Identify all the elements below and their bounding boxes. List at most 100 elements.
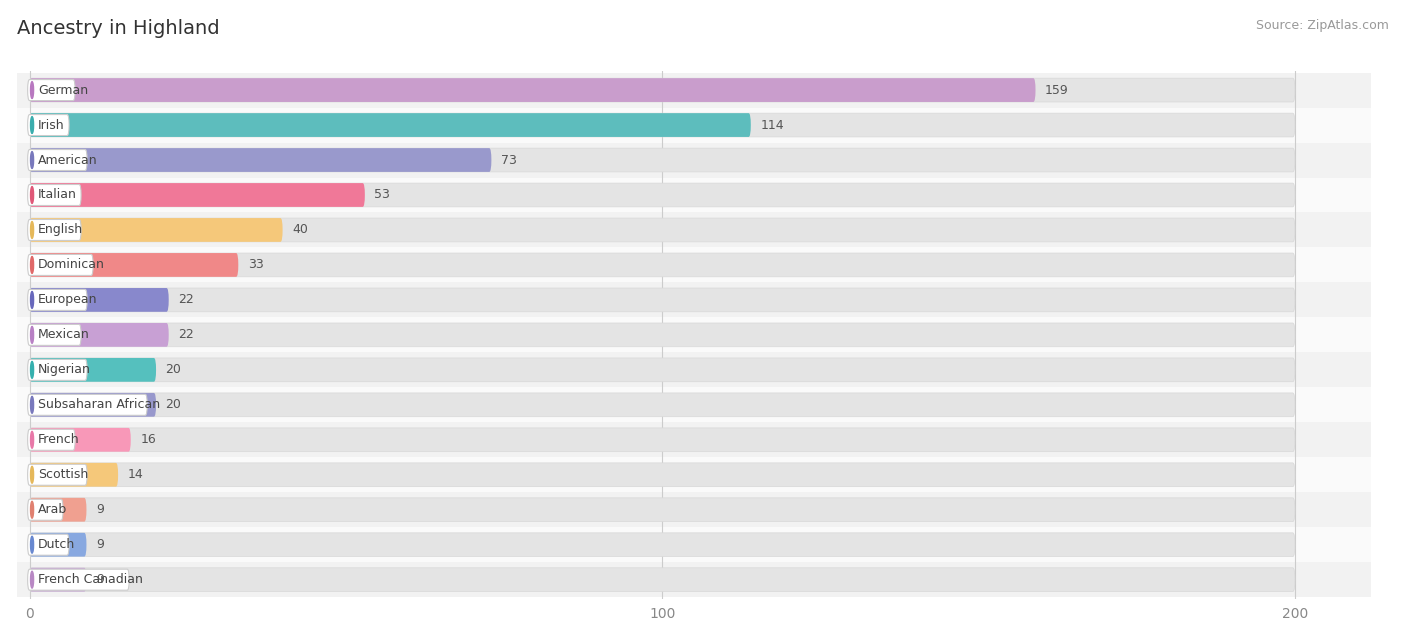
Text: Scottish: Scottish (38, 468, 89, 481)
FancyBboxPatch shape (30, 568, 87, 592)
FancyBboxPatch shape (17, 422, 1376, 457)
Text: Dominican: Dominican (38, 258, 105, 271)
Text: French: French (38, 433, 80, 446)
FancyBboxPatch shape (30, 323, 169, 346)
Text: 14: 14 (128, 468, 143, 481)
Circle shape (31, 571, 34, 588)
Text: 22: 22 (179, 294, 194, 307)
FancyBboxPatch shape (28, 430, 75, 450)
FancyBboxPatch shape (17, 317, 1376, 352)
Text: 114: 114 (761, 118, 785, 131)
FancyBboxPatch shape (17, 562, 1376, 597)
Text: 159: 159 (1045, 84, 1069, 97)
FancyBboxPatch shape (28, 149, 87, 171)
FancyBboxPatch shape (28, 254, 93, 276)
FancyBboxPatch shape (17, 352, 1376, 387)
FancyBboxPatch shape (30, 253, 1295, 277)
FancyBboxPatch shape (17, 527, 1376, 562)
Text: 9: 9 (96, 573, 104, 586)
Circle shape (31, 187, 34, 204)
FancyBboxPatch shape (30, 323, 1295, 346)
FancyBboxPatch shape (28, 80, 75, 100)
FancyBboxPatch shape (30, 288, 1295, 312)
Circle shape (31, 292, 34, 308)
FancyBboxPatch shape (30, 428, 131, 451)
FancyBboxPatch shape (28, 464, 87, 486)
FancyBboxPatch shape (17, 283, 1376, 317)
FancyBboxPatch shape (30, 288, 169, 312)
Text: 20: 20 (166, 363, 181, 376)
FancyBboxPatch shape (28, 535, 69, 555)
FancyBboxPatch shape (30, 358, 1295, 382)
FancyBboxPatch shape (30, 148, 492, 172)
Text: 73: 73 (501, 153, 517, 167)
FancyBboxPatch shape (30, 393, 156, 417)
Text: Ancestry in Highland: Ancestry in Highland (17, 19, 219, 39)
FancyBboxPatch shape (17, 492, 1376, 527)
FancyBboxPatch shape (30, 218, 1295, 242)
Circle shape (31, 501, 34, 518)
Circle shape (31, 466, 34, 483)
Text: Mexican: Mexican (38, 328, 90, 341)
FancyBboxPatch shape (30, 113, 1295, 137)
FancyBboxPatch shape (30, 463, 1295, 487)
FancyBboxPatch shape (28, 289, 87, 310)
FancyBboxPatch shape (30, 183, 1295, 207)
FancyBboxPatch shape (30, 218, 283, 242)
FancyBboxPatch shape (30, 183, 366, 207)
Text: French Canadian: French Canadian (38, 573, 143, 586)
Text: 53: 53 (374, 189, 391, 202)
FancyBboxPatch shape (28, 359, 87, 381)
Text: Source: ZipAtlas.com: Source: ZipAtlas.com (1256, 19, 1389, 32)
Text: 16: 16 (141, 433, 156, 446)
Circle shape (31, 397, 34, 413)
Circle shape (31, 256, 34, 273)
FancyBboxPatch shape (30, 533, 1295, 556)
FancyBboxPatch shape (28, 184, 82, 205)
FancyBboxPatch shape (30, 428, 1295, 451)
Text: German: German (38, 84, 89, 97)
FancyBboxPatch shape (17, 73, 1376, 108)
Circle shape (31, 361, 34, 378)
FancyBboxPatch shape (28, 220, 82, 240)
Text: 33: 33 (247, 258, 263, 271)
Text: 9: 9 (96, 538, 104, 551)
Circle shape (31, 431, 34, 448)
FancyBboxPatch shape (28, 394, 148, 415)
Text: Italian: Italian (38, 189, 77, 202)
FancyBboxPatch shape (30, 393, 1295, 417)
Circle shape (31, 82, 34, 99)
FancyBboxPatch shape (30, 253, 238, 277)
Text: Irish: Irish (38, 118, 65, 131)
Text: American: American (38, 153, 97, 167)
Text: 22: 22 (179, 328, 194, 341)
Circle shape (31, 222, 34, 238)
FancyBboxPatch shape (30, 533, 87, 556)
FancyBboxPatch shape (28, 325, 82, 345)
Circle shape (31, 327, 34, 343)
FancyBboxPatch shape (28, 499, 63, 520)
FancyBboxPatch shape (17, 108, 1376, 142)
FancyBboxPatch shape (30, 358, 156, 382)
Circle shape (31, 151, 34, 169)
Circle shape (31, 536, 34, 553)
FancyBboxPatch shape (30, 78, 1035, 102)
FancyBboxPatch shape (30, 463, 118, 487)
Text: European: European (38, 294, 97, 307)
FancyBboxPatch shape (17, 457, 1376, 492)
FancyBboxPatch shape (17, 213, 1376, 247)
Text: Dutch: Dutch (38, 538, 76, 551)
FancyBboxPatch shape (30, 113, 751, 137)
FancyBboxPatch shape (17, 178, 1376, 213)
FancyBboxPatch shape (30, 498, 1295, 522)
FancyBboxPatch shape (30, 568, 1295, 592)
FancyBboxPatch shape (28, 569, 129, 590)
FancyBboxPatch shape (17, 387, 1376, 422)
Text: 9: 9 (96, 503, 104, 516)
FancyBboxPatch shape (28, 115, 69, 135)
FancyBboxPatch shape (17, 142, 1376, 178)
Text: English: English (38, 223, 83, 236)
FancyBboxPatch shape (17, 247, 1376, 283)
Text: 20: 20 (166, 399, 181, 412)
Text: Nigerian: Nigerian (38, 363, 91, 376)
